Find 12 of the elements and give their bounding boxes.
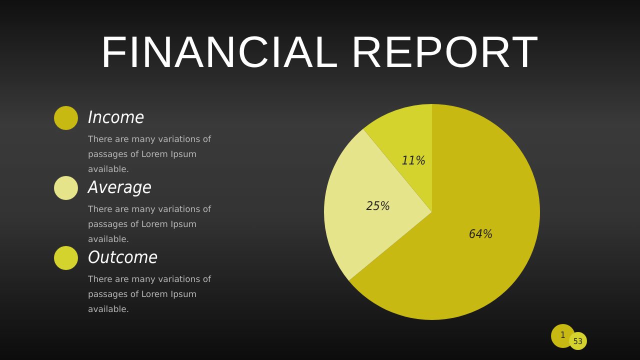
- legend-label: Outcome: [88, 247, 159, 270]
- chart-title: FINANCIAL REPORT: [100, 28, 540, 78]
- legend-label: Income: [88, 107, 146, 130]
- data-label: 11%: [402, 153, 426, 168]
- text: There are many variations of passages of Lorem Ipsum available.: [88, 274, 212, 317]
- circle-badge: 1: [551, 324, 575, 348]
- legend-label: Average: [88, 177, 153, 200]
- data-label: 64%: [468, 227, 493, 242]
- data-label: 25%: [366, 199, 390, 214]
- circle-badge: 53: [569, 332, 587, 350]
- text: There are many variations of passages of Lorem Ipsum available.: [88, 204, 212, 247]
- text: There are many variations of passages of Lorem Ipsum available.: [88, 134, 212, 177]
